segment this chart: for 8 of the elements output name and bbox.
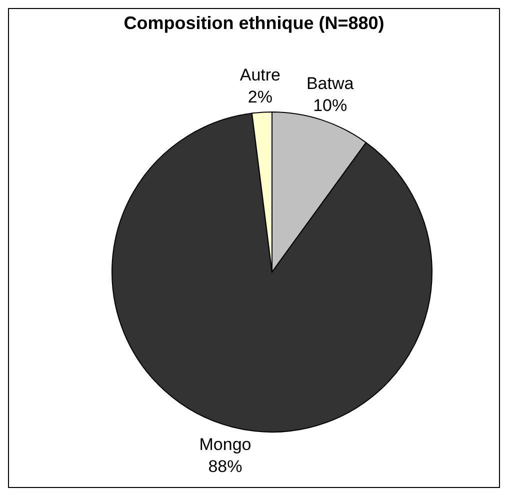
slice-label: Autre xyxy=(240,65,281,84)
data-label: 10% xyxy=(313,96,348,116)
pie-slice xyxy=(112,112,432,432)
slice-label: Mongo xyxy=(199,435,252,454)
slice-label: Batwa xyxy=(306,74,354,94)
data-label: 2% xyxy=(248,87,272,106)
chart-title: Composition ethnique (N=880) xyxy=(122,13,386,34)
data-label: 88% xyxy=(208,457,242,476)
